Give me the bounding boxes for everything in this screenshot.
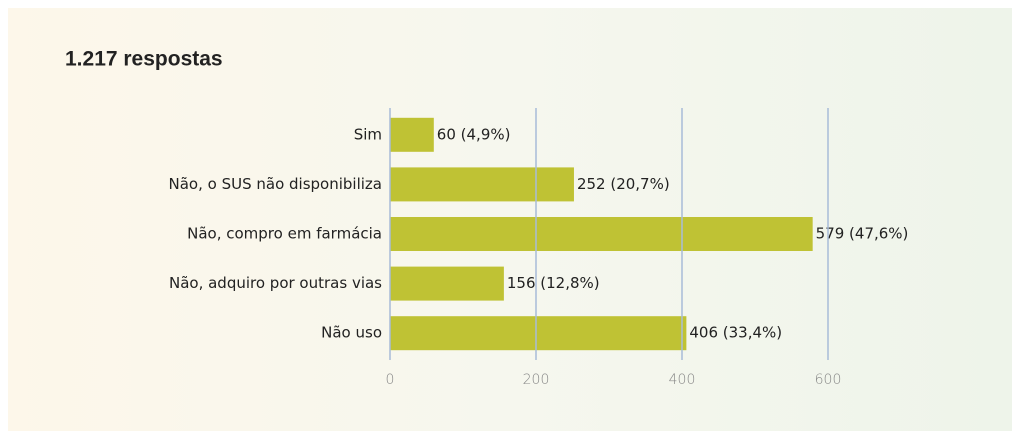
bar [390, 167, 574, 202]
bar [390, 217, 813, 251]
value-label: 60 (4,9%) [437, 125, 511, 143]
x-tick-label: 600 [815, 372, 842, 388]
y-tick-label: Não uso [321, 324, 382, 342]
value-label: 252 (20,7%) [577, 175, 670, 193]
x-tick-label: 0 [386, 372, 395, 388]
y-tick-label: Não, o SUS não disponibiliza [169, 175, 382, 193]
y-tick-label: Não, compro em farmácia [187, 225, 382, 243]
y-tick-label: Não, adquiro por outras vias [169, 274, 382, 292]
chart-title: 1.217 respostas [65, 48, 223, 71]
bar [390, 117, 434, 152]
y-tick-label: Sim [354, 125, 382, 143]
value-label: 579 (47,6%) [816, 225, 909, 243]
value-label: 156 (12,8%) [507, 274, 600, 292]
value-label: 406 (33,4%) [689, 324, 782, 342]
bar [390, 316, 687, 351]
x-tick-label: 200 [523, 372, 550, 388]
x-tick-label: 400 [669, 372, 696, 388]
bar [390, 266, 504, 301]
